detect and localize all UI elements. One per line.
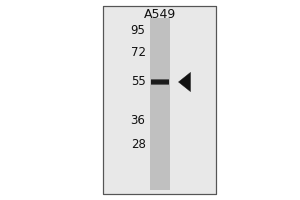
Bar [151,82,169,83]
Text: A549: A549 [144,7,177,21]
Text: 55: 55 [131,75,146,88]
Text: 95: 95 [130,24,146,38]
Bar [151,83,169,84]
Text: 36: 36 [130,114,146,127]
Polygon shape [178,72,190,92]
Bar [151,80,169,84]
Text: 72: 72 [130,46,146,60]
Bar [151,80,169,81]
Bar [150,18,170,190]
Bar [151,79,169,80]
Bar [103,6,216,194]
Bar [151,84,169,85]
Text: 28: 28 [130,138,146,150]
Bar [103,6,216,194]
Bar [151,81,169,82]
